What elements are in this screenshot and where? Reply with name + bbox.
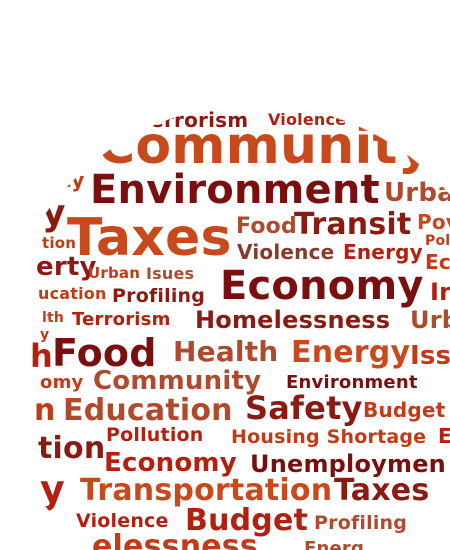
word: tion: [42, 234, 77, 252]
word: Budget: [185, 503, 309, 538]
word: Economy: [104, 448, 237, 478]
word: Pov: [417, 210, 450, 234]
word: Terrorism: [139, 108, 249, 132]
word: Safety: [245, 389, 363, 427]
word: Violence: [268, 110, 347, 129]
word: Environment: [90, 167, 380, 213]
word: Iss: [410, 341, 450, 371]
word: Terrorism: [72, 309, 171, 330]
word: Transit: [294, 207, 412, 242]
word: Energ: [304, 538, 365, 550]
word: lth: [42, 310, 65, 326]
word: Community: [97, 116, 432, 176]
word: cy: [46, 131, 84, 166]
word: Urba: [384, 178, 450, 208]
word: Food: [52, 331, 157, 375]
word: Energy: [343, 240, 423, 264]
word: tion: [38, 431, 106, 466]
word: Urban: [88, 264, 141, 282]
word: Ec: [425, 250, 450, 274]
word: erty: [36, 252, 97, 282]
word: Economy: [220, 263, 424, 309]
word: omy: [40, 372, 84, 393]
word: nity: [40, 168, 85, 192]
word: Urb: [410, 306, 450, 334]
word: h: [30, 337, 53, 375]
word: Homelessness: [195, 306, 391, 334]
word: Pol: [425, 233, 450, 249]
word: Housing Shortage: [231, 426, 427, 448]
word: In: [430, 278, 450, 306]
word: Health: [173, 335, 279, 368]
word: ucation: [38, 284, 107, 303]
word: Environment: [286, 372, 418, 393]
word: Community: [93, 366, 262, 396]
word: Violence: [237, 240, 335, 264]
word: Food: [236, 214, 297, 239]
word: Tr: [418, 144, 447, 174]
word: n: [34, 393, 56, 428]
word: y: [40, 467, 65, 511]
word: Pollution: [106, 424, 204, 446]
word: Profiling: [314, 512, 408, 534]
word: Transportation: [80, 473, 333, 508]
word: Unemploymen: [250, 450, 446, 478]
word: Profiling: [112, 285, 206, 307]
word: Violence: [76, 510, 169, 532]
word: y: [40, 327, 50, 343]
word: Budget: [363, 398, 446, 422]
word: E: [438, 424, 450, 448]
word: elessness: [92, 529, 258, 550]
word: Taxes: [67, 208, 232, 268]
word: y: [42, 193, 66, 234]
word: Taxes: [334, 473, 430, 508]
word: Energy: [291, 335, 411, 370]
word: Isues: [146, 264, 195, 283]
word: Education: [63, 393, 233, 428]
